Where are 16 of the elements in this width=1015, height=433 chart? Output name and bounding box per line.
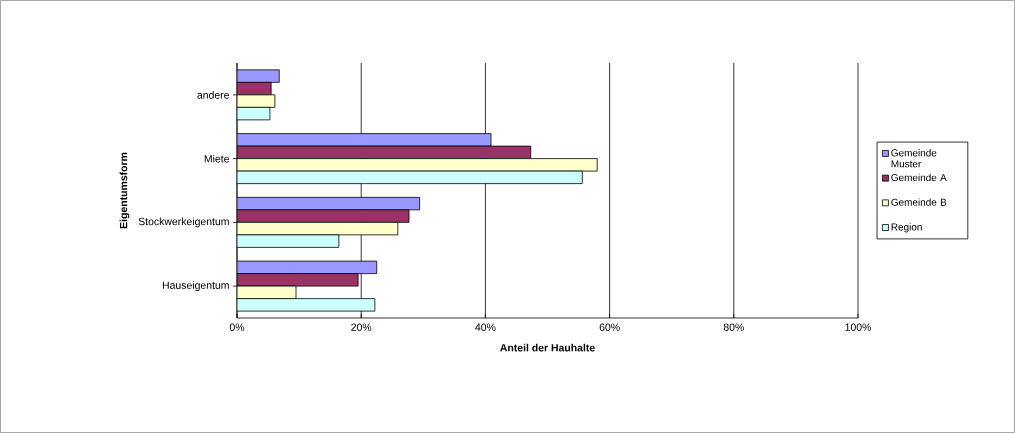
y-tick-label: andere [197, 91, 230, 99]
y-axis-title: Eigentumsform [119, 152, 130, 229]
y-tick-label: Miete [204, 154, 230, 163]
x-tick-label: 100% [845, 323, 871, 331]
x-axis-title: Anteil der Hauhalte [500, 343, 595, 352]
x-tick-label: 80% [723, 323, 744, 331]
x-tick-label: 20% [351, 323, 372, 331]
legend-label: Gemeinde A [891, 173, 947, 182]
legend-label: Region [891, 223, 922, 233]
legend-label: Gemeinde Muster [891, 149, 937, 168]
x-tick-label: 0% [229, 323, 245, 331]
legend-label: Gemeinde B [891, 198, 947, 206]
x-tick-label: 60% [599, 323, 620, 331]
x-tick-label: 40% [475, 323, 496, 331]
y-tick-label: Hauseigentum [162, 281, 229, 291]
y-tick-label: Stockwerkeigentum [138, 217, 229, 228]
